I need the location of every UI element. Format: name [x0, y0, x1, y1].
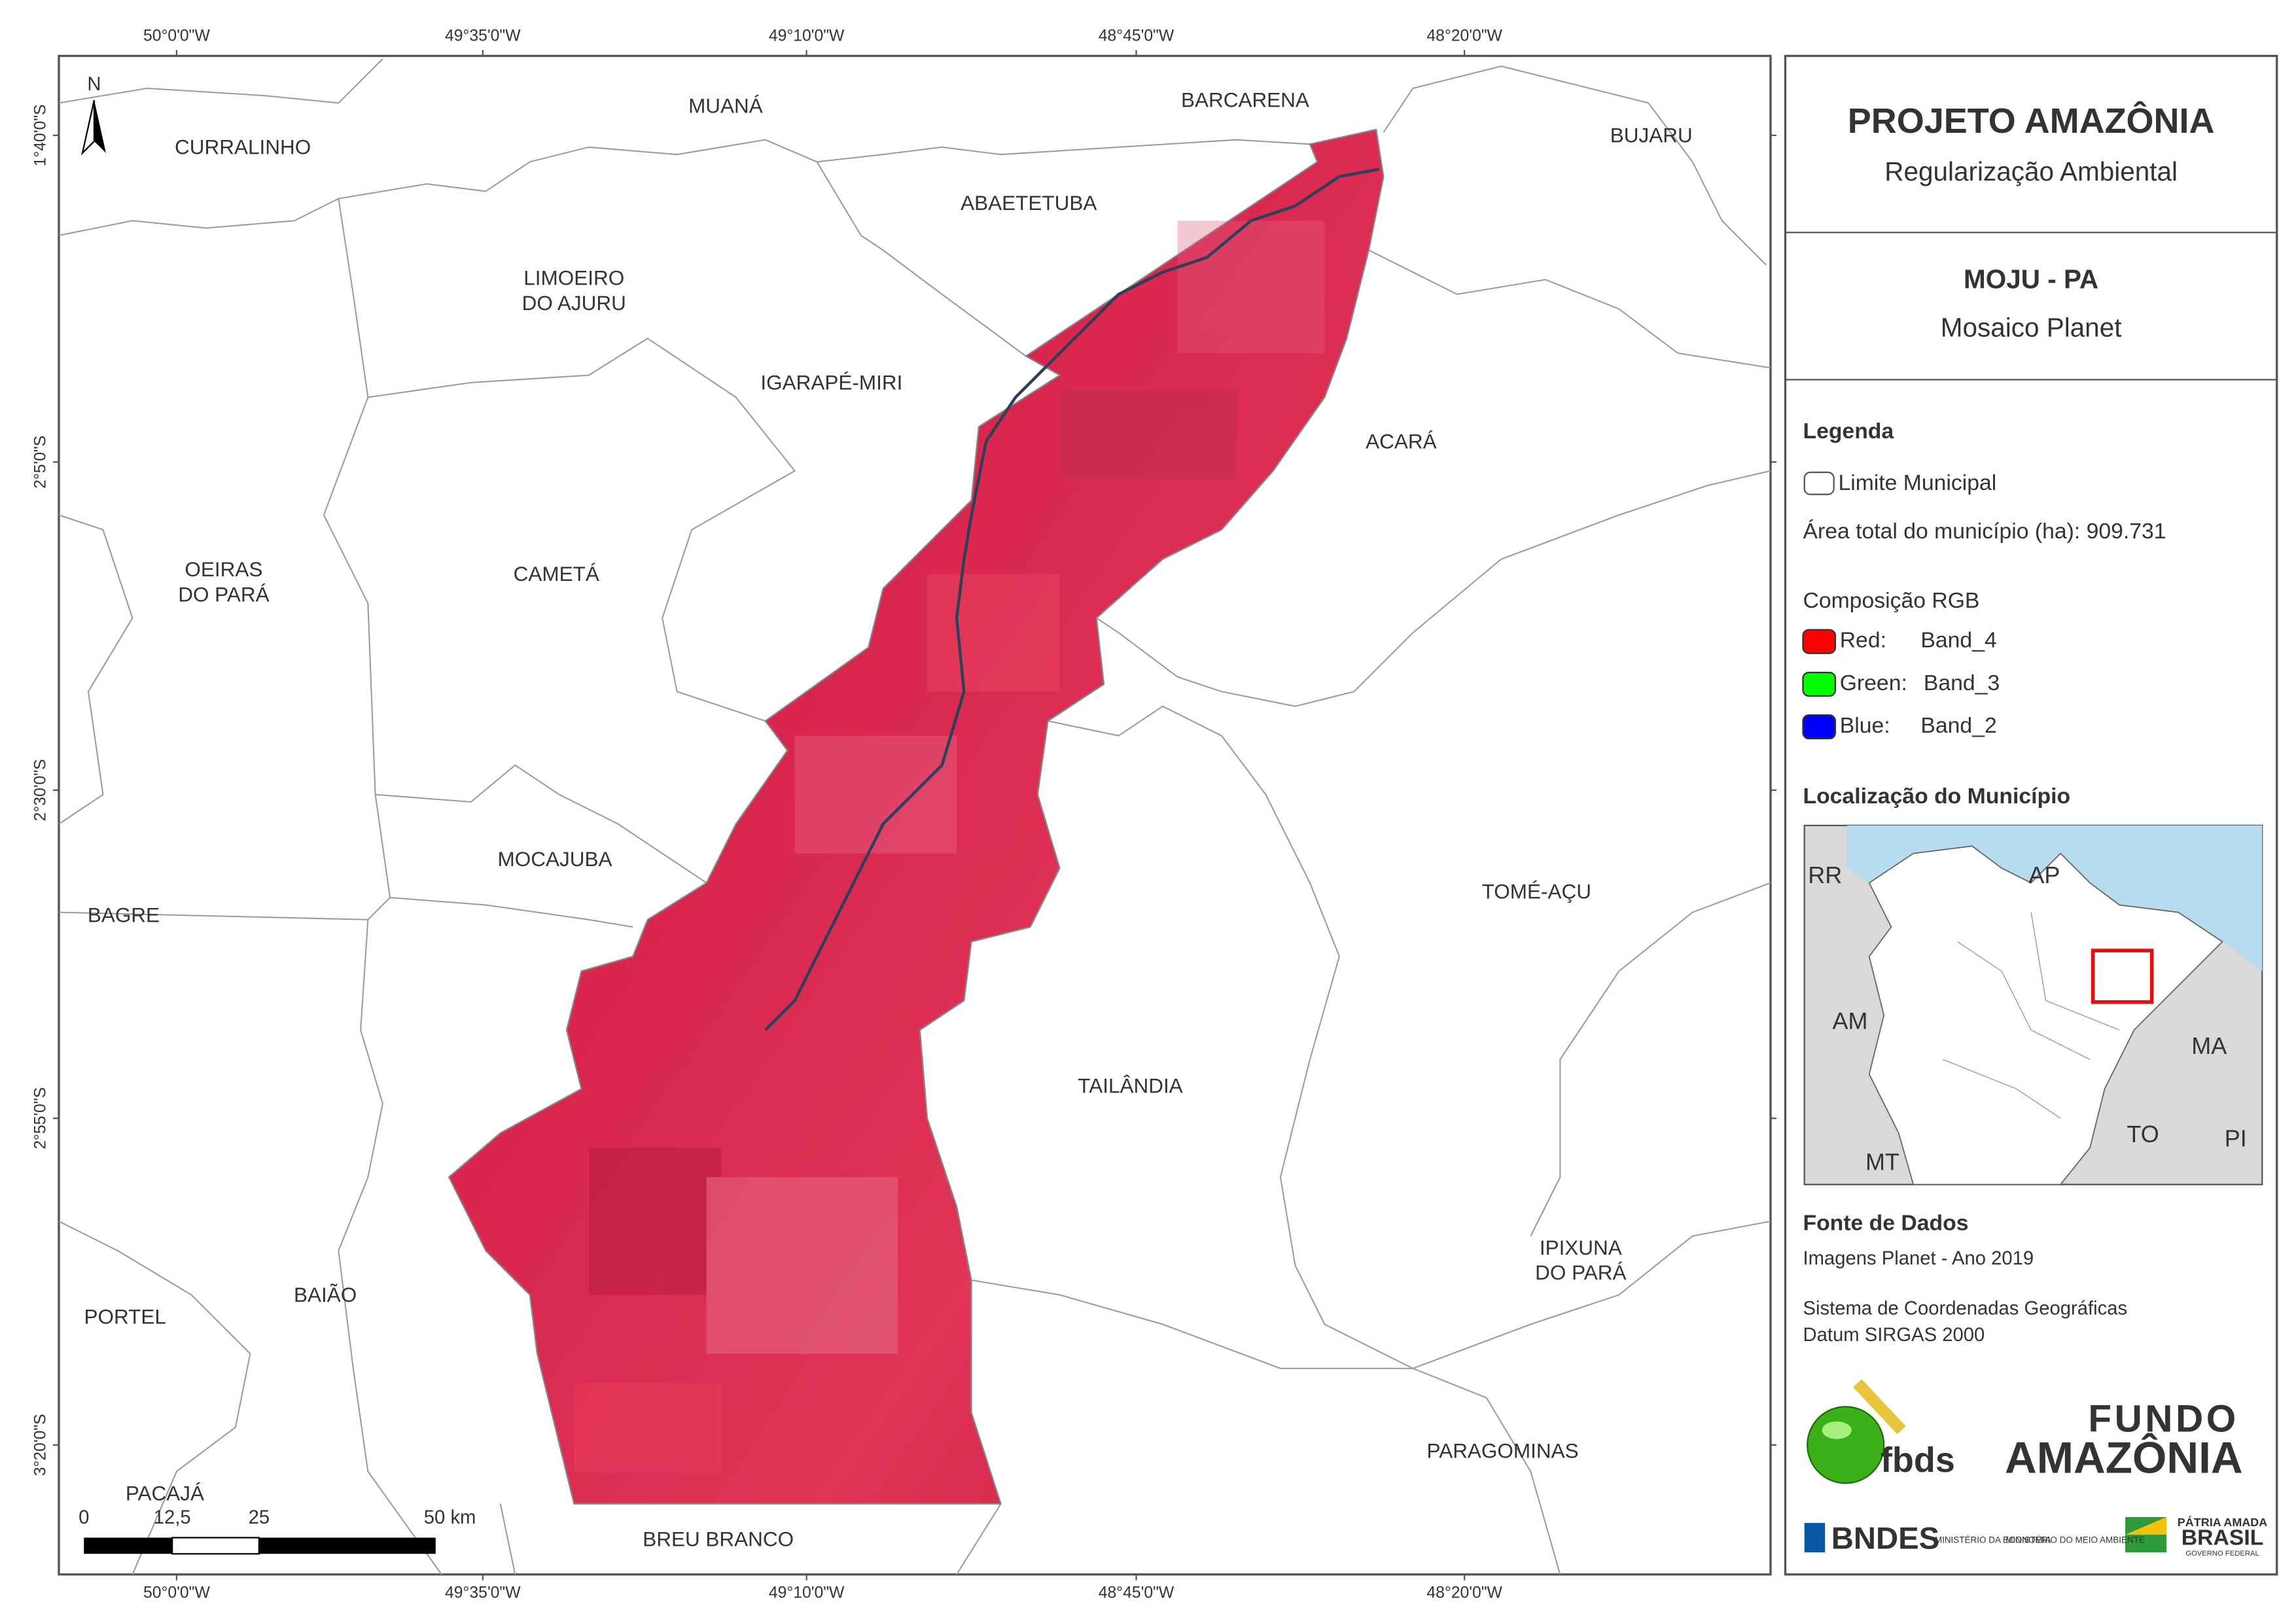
river [764, 167, 1380, 1032]
longitude-label: 49°10'0"W [769, 1584, 845, 1602]
state-label: PI [2225, 1125, 2247, 1152]
image-tiles [574, 220, 1325, 1472]
band-name: Band_4 [1920, 628, 1996, 653]
inset-map [1803, 824, 2263, 1185]
logo-text: PÁTRIA AMADA [2178, 1515, 2268, 1529]
municipality-label: DO AJURU [522, 291, 626, 315]
municipality-label: PARAGOMINAS [1427, 1439, 1579, 1462]
longitude-label: 49°35'0"W [445, 1584, 521, 1602]
logos [1804, 1379, 2167, 1553]
municipality-label: CURRALINHO [175, 135, 311, 158]
municipality-label: BUJARU [1610, 123, 1693, 147]
logo-text: GOVERNO FEDERAL [2185, 1550, 2259, 1558]
longitude-label: 50°0'0"W [143, 1584, 210, 1602]
municipality-label: MUANÁ [688, 94, 763, 118]
sources-title: Fonte de Dados [1803, 1210, 1968, 1235]
side-panel [1784, 54, 2278, 1576]
municipality-label: BARCARENA [1181, 88, 1309, 112]
logo-text: MINISTÉRIO DA ECONOMIA [1935, 1535, 2051, 1545]
logo-text: BRASIL [2181, 1526, 2264, 1550]
map-name: MOJU - PA [1964, 264, 2098, 294]
longitude-label: 49°10'0"W [769, 27, 845, 45]
state-label: TO [2127, 1121, 2159, 1147]
logo-text: AMAZÔNIA [2005, 1433, 2243, 1482]
municipality-label: BREU BRANCO [643, 1527, 794, 1550]
longitude-label: 48°45'0"W [1099, 1584, 1174, 1602]
municipality-label: ABAETETUBA [961, 191, 1097, 215]
latitude-label: 3°20'0"S [32, 1414, 50, 1476]
band-label: Red: [1840, 628, 1886, 653]
latitude-label: 1°40'0"S [32, 104, 50, 166]
longitude-label: 48°45'0"W [1099, 27, 1174, 45]
municipality-label: PORTEL [84, 1305, 166, 1329]
longitude-label: 48°20'0"W [1426, 1584, 1502, 1602]
municipality-label: ACARÁ [1366, 429, 1436, 453]
latitude-label: 2°30'0"S [32, 759, 50, 821]
longitude-label: 48°20'0"W [1426, 27, 1502, 45]
municipal-boundaries [58, 58, 1771, 1575]
location-title: Localização do Município [1803, 784, 2070, 809]
boundary-swatch [1803, 471, 1835, 495]
band-label: Blue: [1840, 713, 1890, 738]
municipality-label: IGARAPÉ-MIRI [760, 370, 902, 394]
source-line: Sistema de Coordenadas Geográficas [1803, 1299, 2127, 1319]
logo-text: MINISTÉRIO DO MEIO AMBIENTE [2005, 1535, 2145, 1545]
scale-label: 50 km [424, 1507, 476, 1528]
band-name: Band_2 [1920, 713, 1996, 738]
municipality-label: IPIXUNA [1540, 1236, 1622, 1259]
state-label: AP [2028, 862, 2060, 888]
state-label: AM [1832, 1007, 1867, 1034]
logo-text: BNDES [1831, 1522, 1939, 1556]
municipality-label: DO PARÁ [178, 582, 269, 606]
latitude-label: 2°55'0"S [32, 1087, 50, 1149]
legend-rgb-title: Composição RGB [1803, 588, 1979, 613]
state-label: RR [1808, 862, 1842, 888]
band-label: Green: [1840, 671, 1907, 695]
scale-label: 25 [249, 1507, 270, 1528]
longitude-label: 49°35'0"W [445, 27, 521, 45]
latitude-label: 2°5'0"S [32, 436, 50, 489]
legend-area: Área total do município (ha): 909.731 [1803, 519, 2166, 544]
municipality-label: OEIRAS [185, 557, 262, 581]
state-label: MT [1865, 1149, 1899, 1176]
logo-text: fbds [1881, 1440, 1955, 1480]
municipality-label: BAGRE [88, 903, 160, 927]
state-label: MA [2191, 1032, 2227, 1059]
band-swatch [1802, 629, 1837, 654]
municipality-label: MOCAJUBA [498, 847, 612, 871]
band-swatches [1802, 629, 1837, 740]
band-name: Band_3 [1924, 671, 2000, 695]
longitude-label: 50°0'0"W [143, 27, 210, 45]
logo-text: FUNDO [2088, 1397, 2238, 1440]
panel-title: PROJETO AMAZÔNIA [1848, 101, 2215, 141]
municipality-label: PACAJÁ [126, 1482, 204, 1505]
scale-label: 12,5 [154, 1507, 191, 1528]
panel-subtitle: Regularização Ambiental [1884, 156, 2178, 186]
municipality-label: DO PARÁ [1535, 1261, 1626, 1284]
north-arrow [81, 99, 106, 156]
scale-bar [84, 1537, 436, 1555]
municipality-label: BAIÃO [294, 1283, 357, 1306]
legend-title: Legenda [1803, 419, 1894, 444]
north-label: N [87, 74, 101, 95]
municipality-label: TOMÉ-AÇU [1482, 880, 1591, 903]
municipality-label: CAMETÁ [514, 562, 599, 585]
source-line: Imagens Planet - Ano 2019 [1803, 1248, 2034, 1269]
map-subtitle: Mosaico Planet [1941, 313, 2122, 343]
moju-satellite-image [448, 128, 1385, 1505]
municipality-label: LIMOEIRO [523, 266, 624, 290]
municipality-label: TAILÂNDIA [1078, 1074, 1182, 1098]
source-line: Datum SIRGAS 2000 [1803, 1325, 1985, 1346]
legend-boundary: Limite Municipal [1838, 470, 1996, 495]
band-swatch [1802, 671, 1837, 697]
scale-label: 0 [79, 1507, 89, 1528]
band-swatch [1802, 714, 1837, 740]
